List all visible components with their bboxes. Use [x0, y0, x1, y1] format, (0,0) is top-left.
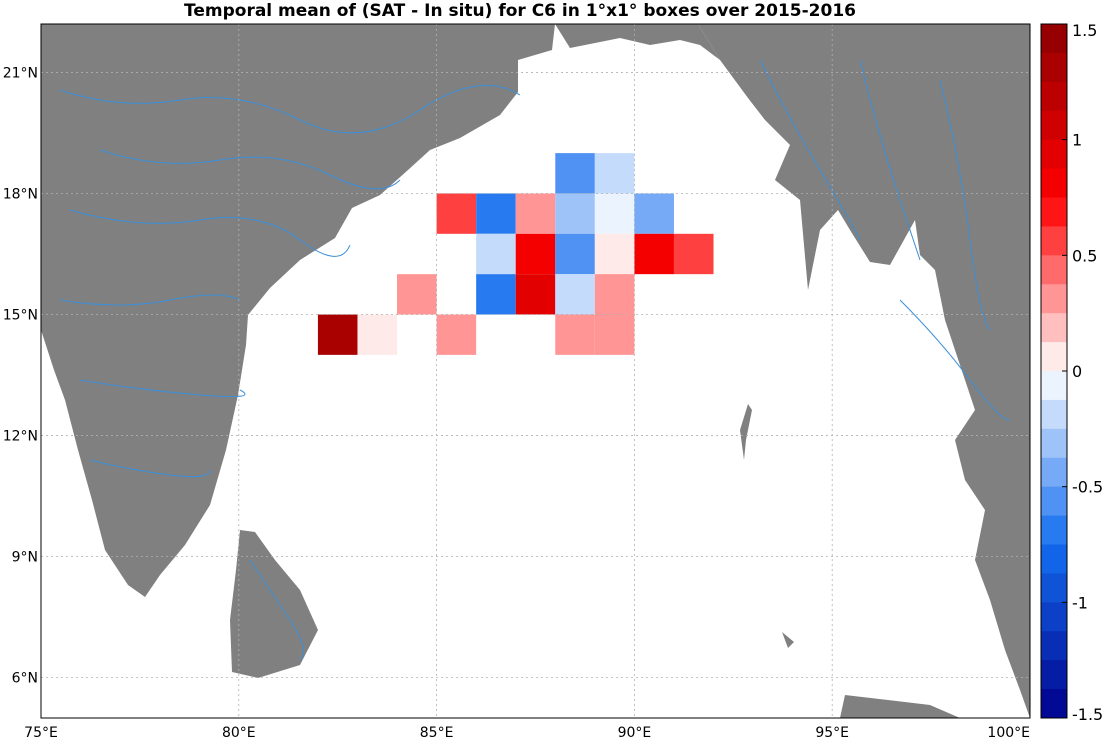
x-axis: 75°E 80°E 85°E 90°E 95°E 100°E — [24, 725, 1030, 740]
land-andaman-2 — [782, 632, 794, 648]
heatmap-cell — [555, 233, 595, 275]
heatmap-cell — [515, 233, 556, 275]
plot-frame — [40, 23, 1031, 719]
data-cells — [317, 153, 714, 355]
heatmap-cell — [634, 233, 674, 275]
colorbar-swatch — [1041, 342, 1067, 372]
heatmap-cell — [555, 153, 595, 194]
heatmap-cell — [515, 193, 556, 234]
colorbar-swatch — [1041, 486, 1067, 517]
x-tick-label: 80°E — [222, 725, 256, 740]
colorbar-swatch — [1041, 399, 1067, 430]
heatmap-cell — [594, 193, 635, 234]
heatmap-cell — [476, 193, 516, 234]
heatmap-cell — [436, 314, 477, 355]
heatmap-cell — [317, 314, 358, 355]
colorbar-ticks: 1.5 1 0.5 0 -0.5 -1 -1.5 — [1062, 21, 1103, 724]
colorbar-swatch — [1041, 631, 1067, 661]
x-tick-label: 95°E — [815, 725, 849, 740]
heatmap-cell — [555, 314, 595, 355]
colorbar-swatch — [1041, 52, 1067, 83]
heatmap-cell — [357, 314, 398, 355]
land-layer — [41, 24, 1030, 718]
colorbar-swatch — [1041, 313, 1067, 343]
colorbar-tick-label: 1.5 — [1072, 21, 1097, 40]
colorbar-tick-label: -1 — [1072, 593, 1088, 612]
colorbar-tick-label: 0 — [1072, 362, 1082, 381]
map-title: Temporal mean of (SAT - In situ) for C6 … — [184, 1, 856, 21]
heatmap-cell — [476, 233, 516, 275]
colorbar-swatch — [1041, 81, 1067, 112]
colorbar-swatch — [1041, 515, 1067, 545]
heatmap-cell — [436, 193, 477, 234]
heatmap-cell — [673, 233, 714, 275]
land-sumatra — [840, 695, 960, 718]
colorbar-tick-label: -1.5 — [1072, 705, 1103, 724]
land-bangladesh — [555, 24, 720, 60]
y-tick-label: 12°N — [3, 429, 38, 445]
y-tick-label: 18°N — [3, 186, 38, 202]
heatmap-cell — [594, 314, 635, 355]
colorbar-swatch — [1041, 660, 1067, 690]
heatmap-cell — [397, 274, 437, 315]
colorbar-swatch — [1041, 255, 1067, 285]
x-tick-label: 75°E — [24, 725, 58, 740]
colorbar-swatch — [1041, 371, 1067, 401]
colorbar-swatch — [1041, 284, 1067, 314]
x-tick-label: 100°E — [987, 725, 1030, 740]
colorbar-tick-label: 1 — [1072, 131, 1082, 150]
colorbar-swatch — [1041, 602, 1067, 632]
x-tick-label: 90°E — [618, 725, 652, 740]
heatmap-cell — [555, 274, 595, 315]
colorbar-swatch — [1041, 457, 1067, 488]
heatmap-cell — [515, 274, 556, 315]
colorbar-tick-label: -0.5 — [1072, 478, 1103, 497]
colorbar-swatch — [1041, 197, 1067, 227]
colorbar-swatch — [1041, 139, 1067, 170]
colorbar-swatch — [1041, 573, 1067, 603]
heatmap-cell — [594, 153, 635, 194]
heatmap-cell — [594, 274, 635, 315]
land-andaman-1 — [740, 404, 752, 460]
land-southeast-asia — [698, 24, 1030, 718]
y-tick-label: 9°N — [12, 550, 38, 566]
colorbar-swatch — [1041, 428, 1067, 459]
colorbar-swatch — [1041, 689, 1067, 719]
colorbar — [1040, 23, 1068, 719]
heatmap-cell — [555, 193, 595, 234]
heatmap-cell — [634, 193, 674, 234]
y-axis: 6°N 9°N 12°N 15°N 18°N 21°N — [3, 65, 38, 686]
land-india — [41, 24, 555, 597]
colorbar-swatch — [1041, 110, 1067, 141]
y-tick-label: 15°N — [3, 308, 38, 324]
colorbar-tick-label: 0.5 — [1072, 246, 1097, 265]
graticule — [41, 24, 1030, 718]
colorbar-swatch — [1041, 24, 1067, 54]
x-tick-label: 85°E — [420, 725, 454, 740]
heatmap-cell — [476, 274, 516, 315]
colorbar-swatch — [1041, 544, 1067, 574]
colorbar-swatch — [1041, 168, 1067, 198]
land-sri-lanka — [230, 530, 318, 678]
colorbar-swatch — [1041, 226, 1067, 256]
y-tick-label: 21°N — [3, 65, 38, 81]
y-tick-label: 6°N — [12, 671, 38, 687]
heatmap-cell — [594, 233, 635, 275]
